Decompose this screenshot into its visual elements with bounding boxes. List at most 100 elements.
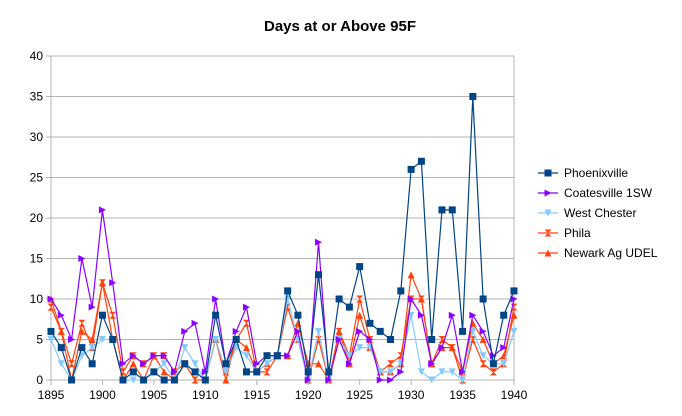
- data-point: [57, 360, 65, 368]
- legend: Phoenixville Coatesville 1SW West Chester P…: [538, 166, 658, 260]
- legend-marker: [544, 169, 552, 177]
- series-line: [50, 282, 515, 383]
- data-point: [294, 311, 302, 319]
- data-point: [417, 368, 425, 376]
- data-point: [232, 327, 240, 335]
- data-point: [315, 271, 323, 279]
- x-tick-label: 1905: [141, 388, 168, 402]
- data-point: [356, 311, 364, 319]
- data-point: [242, 319, 250, 327]
- data-point: [438, 368, 446, 376]
- data-point: [438, 206, 446, 214]
- data-point: [459, 376, 467, 384]
- data-point: [469, 327, 477, 335]
- data-point: [47, 336, 55, 343]
- data-point: [78, 344, 86, 352]
- data-point: [78, 255, 86, 262]
- legend-marker: [544, 229, 552, 237]
- data-point: [459, 327, 467, 335]
- data-point: [489, 360, 497, 368]
- data-point: [448, 311, 456, 319]
- x-tick-label: 1900: [89, 388, 116, 402]
- data-point: [68, 376, 76, 384]
- data-point: [201, 376, 209, 384]
- data-point: [68, 336, 76, 343]
- data-point: [170, 376, 178, 384]
- data-point: [438, 344, 446, 352]
- data-point: [253, 368, 261, 376]
- data-point: [366, 319, 374, 327]
- data-point: [150, 352, 158, 360]
- data-point: [356, 295, 364, 303]
- data-point: [428, 336, 436, 343]
- data-point: [222, 376, 230, 384]
- data-point: [98, 279, 106, 287]
- y-tick-label: 40: [30, 49, 44, 63]
- data-point: [387, 336, 395, 343]
- x-tick-label: 1910: [192, 388, 219, 402]
- data-point: [57, 311, 65, 319]
- data-point: [150, 368, 158, 376]
- data-point: [181, 344, 189, 352]
- data-point: [510, 295, 518, 303]
- data-point: [88, 344, 96, 352]
- data-point: [304, 376, 312, 384]
- data-point: [78, 327, 86, 335]
- data-point: [88, 360, 96, 368]
- data-point: [57, 327, 65, 335]
- data-point: [191, 360, 199, 368]
- data-point: [479, 295, 487, 303]
- y-tick-label: 25: [30, 171, 44, 185]
- data-point: [479, 336, 487, 343]
- data-point: [212, 295, 220, 303]
- legend-item: Newark Ag UDEL: [538, 246, 658, 260]
- data-point: [407, 295, 415, 303]
- y-tick-label: 35: [30, 90, 44, 104]
- series-line: [50, 298, 515, 382]
- data-point: [459, 368, 467, 376]
- data-point: [376, 368, 384, 376]
- data-point: [242, 352, 250, 360]
- data-point: [191, 376, 199, 384]
- data-point: [57, 344, 65, 352]
- data-point: [469, 93, 477, 100]
- data-point: [387, 360, 395, 368]
- data-point: [417, 311, 425, 319]
- data-point: [119, 376, 127, 384]
- data-point: [294, 327, 302, 335]
- legend-label: Coatesville 1SW: [564, 186, 653, 200]
- data-point: [242, 368, 250, 376]
- x-tick-label: 1895: [38, 388, 65, 402]
- data-point: [345, 360, 353, 368]
- data-point: [109, 279, 117, 287]
- y-tick-label: 0: [36, 373, 43, 387]
- data-point: [500, 360, 508, 368]
- legend-item: West Chester: [538, 206, 636, 220]
- data-point: [366, 336, 374, 343]
- y-tick-label: 30: [30, 130, 44, 144]
- data-point: [222, 368, 230, 376]
- x-tick-label: 1940: [501, 388, 528, 402]
- x-tick-label: 1920: [295, 388, 322, 402]
- data-point: [253, 360, 261, 368]
- legend-label: West Chester: [564, 206, 636, 220]
- data-point: [397, 287, 405, 295]
- legend-item: Coatesville 1SW: [538, 186, 653, 200]
- x-tick-label: 1930: [398, 388, 425, 402]
- data-point: [387, 368, 395, 376]
- data-point: [78, 319, 86, 327]
- data-point: [315, 238, 323, 246]
- data-point: [387, 376, 395, 384]
- data-point: [98, 336, 106, 343]
- data-point: [335, 336, 343, 343]
- data-point: [273, 352, 281, 360]
- data-point: [160, 360, 168, 368]
- series-line: [50, 96, 515, 382]
- data-point: [315, 360, 323, 368]
- y-tick-label: 15: [30, 252, 44, 266]
- data-point: [160, 368, 168, 376]
- data-point: [47, 303, 55, 311]
- data-point: [479, 360, 487, 368]
- data-point: [88, 303, 96, 311]
